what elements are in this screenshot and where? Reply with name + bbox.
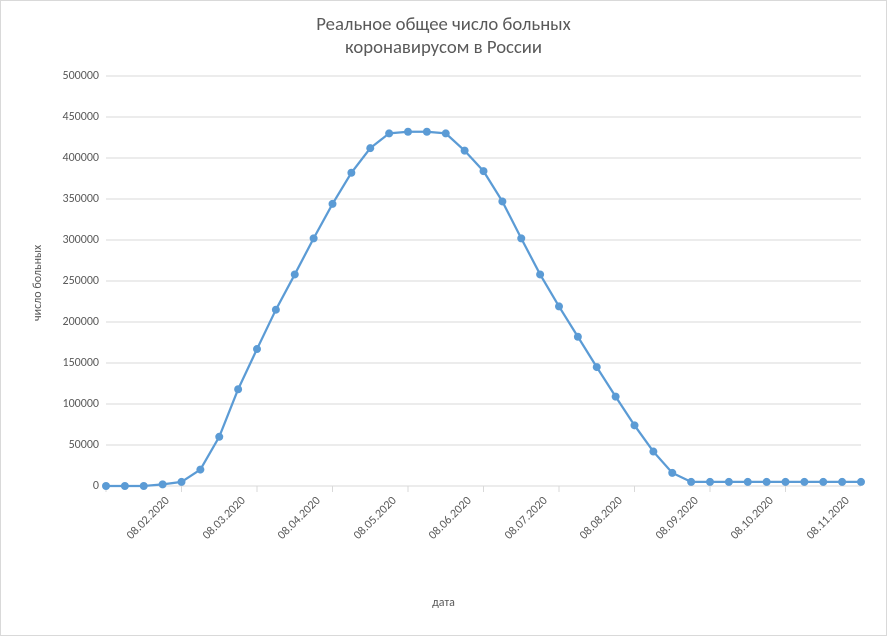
data-marker bbox=[461, 147, 469, 155]
data-marker bbox=[574, 333, 582, 341]
data-marker bbox=[291, 270, 299, 278]
data-marker bbox=[329, 200, 337, 208]
data-marker bbox=[159, 480, 167, 488]
data-marker bbox=[498, 197, 506, 205]
data-marker bbox=[272, 306, 280, 314]
data-marker bbox=[140, 482, 148, 490]
data-marker bbox=[668, 469, 676, 477]
data-marker bbox=[536, 270, 544, 278]
data-marker bbox=[555, 302, 563, 310]
data-marker bbox=[234, 385, 242, 393]
data-marker bbox=[819, 478, 827, 486]
data-marker bbox=[782, 478, 790, 486]
chart-container: Реальное общее число больных коронавирус… bbox=[0, 0, 887, 636]
data-marker bbox=[517, 234, 525, 242]
data-marker bbox=[196, 466, 204, 474]
data-marker bbox=[744, 478, 752, 486]
x-axis-title: дата bbox=[1, 596, 886, 610]
data-marker bbox=[649, 448, 657, 456]
data-marker bbox=[593, 363, 601, 371]
data-marker bbox=[253, 345, 261, 353]
data-marker bbox=[706, 478, 714, 486]
data-marker bbox=[631, 421, 639, 429]
data-marker bbox=[178, 478, 186, 486]
data-marker bbox=[800, 478, 808, 486]
data-marker bbox=[347, 169, 355, 177]
data-marker bbox=[687, 478, 695, 486]
data-marker bbox=[404, 128, 412, 136]
data-marker bbox=[366, 144, 374, 152]
data-marker bbox=[442, 129, 450, 137]
data-marker bbox=[423, 128, 431, 136]
data-marker bbox=[480, 167, 488, 175]
data-marker bbox=[838, 478, 846, 486]
data-marker bbox=[763, 478, 771, 486]
data-marker bbox=[121, 482, 129, 490]
data-marker bbox=[215, 433, 223, 441]
plot-area bbox=[1, 1, 887, 637]
data-marker bbox=[725, 478, 733, 486]
data-marker bbox=[612, 393, 620, 401]
data-marker bbox=[102, 482, 110, 490]
data-marker bbox=[857, 478, 865, 486]
data-marker bbox=[385, 129, 393, 137]
data-marker bbox=[310, 234, 318, 242]
